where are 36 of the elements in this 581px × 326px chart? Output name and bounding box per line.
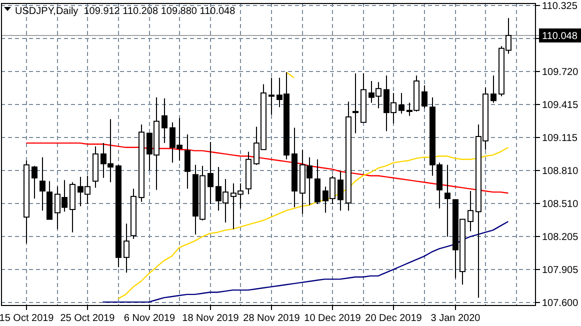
y-tick-label: 108.205 [542, 232, 579, 243]
x-tick-label: 20 Dec 2019 [365, 313, 422, 324]
y-tick-label: 109.415 [542, 100, 579, 111]
candlestick [40, 156, 46, 212]
x-tick-label: 15 Oct 2019 [0, 313, 54, 324]
ref-line-label: 110.048 [542, 30, 578, 42]
y-tick-label: 110.325 [542, 1, 578, 12]
x-tick-label: 10 Dec 2019 [304, 313, 362, 324]
candlestick [468, 190, 474, 232]
candlestick [338, 170, 344, 212]
x-tick-label: 6 Nov 2019 [124, 313, 176, 324]
candlestick [398, 92, 404, 114]
candlestick [352, 72, 358, 134]
candlestick [268, 77, 274, 116]
line-series [102, 220, 509, 303]
candlestick [162, 98, 168, 144]
candlestick [444, 164, 450, 238]
candlestick [32, 165, 38, 200]
candlestick [490, 75, 496, 104]
candlestick [422, 84, 428, 109]
candlestick [208, 141, 214, 205]
y-tick-label: 109.720 [542, 67, 579, 78]
y-tick-label: 107.905 [542, 265, 579, 276]
candlestick [184, 134, 190, 190]
candlestick [314, 158, 320, 205]
y-tick-label: 109.115 [542, 133, 578, 144]
candlestick [124, 223, 130, 274]
x-tick-label: 18 Nov 2019 [182, 313, 240, 324]
y-tick-label: 107.600 [542, 298, 579, 309]
x-tick-label: 3 Jan 2020 [430, 313, 481, 324]
line-series [117, 146, 509, 300]
chart-title: USDJPY,Daily 109.912 110.208 109.880 110.048 [15, 6, 236, 17]
x-tick-label: 25 Oct 2019 [60, 313, 116, 324]
y-tick-label: 108.810 [542, 166, 579, 177]
x-tick-label: 28 Nov 2019 [243, 313, 300, 324]
y-tick-label: 108.510 [542, 199, 579, 210]
